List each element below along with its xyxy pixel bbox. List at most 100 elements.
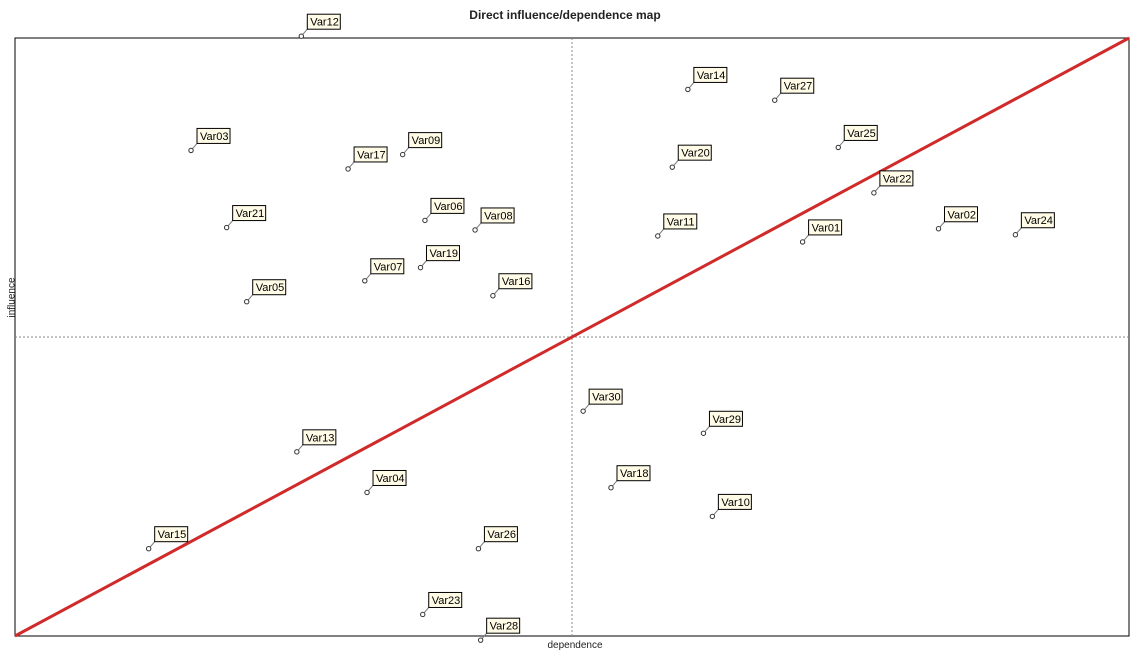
point-marker bbox=[294, 449, 300, 455]
point-marker bbox=[709, 513, 716, 520]
point-marker bbox=[772, 97, 778, 103]
point-label: Var08 bbox=[484, 210, 513, 222]
point-label-box bbox=[663, 213, 698, 230]
diagonal-line-path bbox=[14, 36, 1130, 638]
point-label: Var20 bbox=[681, 148, 710, 160]
point-marker bbox=[145, 545, 152, 552]
point-label: Var19 bbox=[429, 248, 458, 260]
point-marker bbox=[244, 299, 250, 305]
data-point-var03: Var03 bbox=[188, 127, 231, 154]
data-point-var19: Var19 bbox=[417, 245, 460, 271]
point-label-box bbox=[677, 144, 712, 161]
point-label: Var25 bbox=[847, 128, 876, 140]
point-marker bbox=[1012, 232, 1019, 238]
point-label-box bbox=[408, 132, 443, 149]
point-marker bbox=[580, 408, 586, 414]
point-label-box bbox=[616, 465, 651, 482]
point-label: Var18 bbox=[620, 468, 649, 480]
point-label: Var13 bbox=[306, 432, 335, 444]
data-point-var23: Var23 bbox=[420, 591, 463, 618]
data-point-var13: Var13 bbox=[294, 429, 337, 455]
data-point-var28: Var28 bbox=[477, 617, 521, 643]
data-point-var29: Var29 bbox=[700, 410, 743, 436]
data-point-var07: Var07 bbox=[362, 258, 405, 284]
point-label-box bbox=[588, 388, 623, 405]
point-label: Var22 bbox=[883, 173, 912, 185]
point-label-box bbox=[370, 258, 405, 275]
data-point-var11: Var11 bbox=[655, 213, 698, 239]
data-point-var15: Var15 bbox=[145, 526, 189, 552]
point-marker bbox=[399, 151, 406, 158]
point-label: Var04 bbox=[376, 473, 405, 485]
point-label: Var27 bbox=[784, 81, 813, 93]
point-label-box bbox=[780, 77, 815, 94]
point-label-box bbox=[428, 591, 463, 608]
point-label-box bbox=[708, 410, 743, 427]
point-label: Var01 bbox=[812, 222, 841, 234]
data-point-var17: Var17 bbox=[345, 146, 388, 172]
point-marker bbox=[655, 233, 661, 239]
point-label: Var21 bbox=[236, 208, 265, 220]
point-marker bbox=[871, 190, 877, 196]
point-label: Var26 bbox=[487, 529, 516, 541]
data-point-var20: Var20 bbox=[669, 144, 712, 170]
data-point-var27: Var27 bbox=[772, 77, 815, 103]
data-point-var16: Var16 bbox=[490, 273, 533, 299]
data-point-var18: Var18 bbox=[608, 465, 651, 491]
point-label-box bbox=[430, 197, 465, 214]
point-label-box bbox=[843, 124, 878, 141]
point-label: Var03 bbox=[200, 131, 229, 143]
point-label: Var28 bbox=[490, 621, 519, 633]
point-label-box bbox=[498, 273, 533, 290]
point-label-box bbox=[808, 219, 843, 236]
point-marker bbox=[799, 239, 806, 245]
point-label: Var02 bbox=[948, 209, 977, 221]
point-label-box bbox=[944, 206, 979, 223]
point-label: Var24 bbox=[1024, 215, 1053, 227]
point-marker bbox=[188, 147, 194, 154]
x-axis-label: dependence bbox=[547, 640, 603, 651]
data-point-var02: Var02 bbox=[935, 206, 979, 232]
data-points: Var12 Var03 Var09 Var17 Var21 Var06 Var08 Var19… bbox=[145, 13, 1055, 643]
point-label-box bbox=[425, 245, 460, 262]
data-point-var22: Var22 bbox=[871, 170, 914, 196]
data-point-var10: Var10 bbox=[709, 493, 752, 520]
point-label: Var29 bbox=[712, 414, 741, 426]
data-point-var24: Var24 bbox=[1012, 212, 1055, 238]
point-label-box bbox=[252, 279, 287, 296]
point-label-box bbox=[693, 66, 728, 83]
data-point-var09: Var09 bbox=[399, 132, 443, 158]
point-marker bbox=[422, 217, 428, 224]
data-point-var21: Var21 bbox=[223, 205, 267, 231]
point-marker bbox=[608, 484, 614, 491]
point-label: Var09 bbox=[412, 135, 441, 147]
point-marker bbox=[669, 164, 675, 170]
point-marker bbox=[935, 226, 942, 232]
data-point-var14: Var14 bbox=[685, 66, 728, 93]
chart-title: Direct influence/dependence map bbox=[469, 8, 661, 22]
point-marker bbox=[835, 144, 841, 151]
point-marker bbox=[345, 166, 351, 172]
point-label-box bbox=[372, 469, 407, 486]
point-marker bbox=[472, 227, 478, 233]
point-label: Var14 bbox=[697, 70, 726, 82]
point-marker bbox=[490, 293, 496, 299]
data-point-var30: Var30 bbox=[580, 388, 623, 414]
point-label: Var06 bbox=[434, 201, 463, 213]
point-label-box bbox=[717, 493, 752, 510]
point-label-box bbox=[353, 146, 388, 163]
point-label-box bbox=[302, 429, 337, 446]
point-marker bbox=[477, 637, 484, 643]
point-label-box bbox=[486, 617, 521, 634]
point-marker bbox=[420, 611, 426, 618]
point-label: Var12 bbox=[310, 17, 339, 29]
data-point-var04: Var04 bbox=[364, 469, 407, 496]
data-point-var08: Var08 bbox=[472, 207, 515, 233]
point-label-box bbox=[480, 207, 515, 224]
point-label: Var11 bbox=[667, 216, 695, 228]
point-label: Var17 bbox=[357, 149, 386, 161]
data-point-var12: Var12 bbox=[298, 13, 341, 39]
data-point-var25: Var25 bbox=[835, 124, 878, 151]
y-axis-label: influence bbox=[6, 277, 18, 318]
